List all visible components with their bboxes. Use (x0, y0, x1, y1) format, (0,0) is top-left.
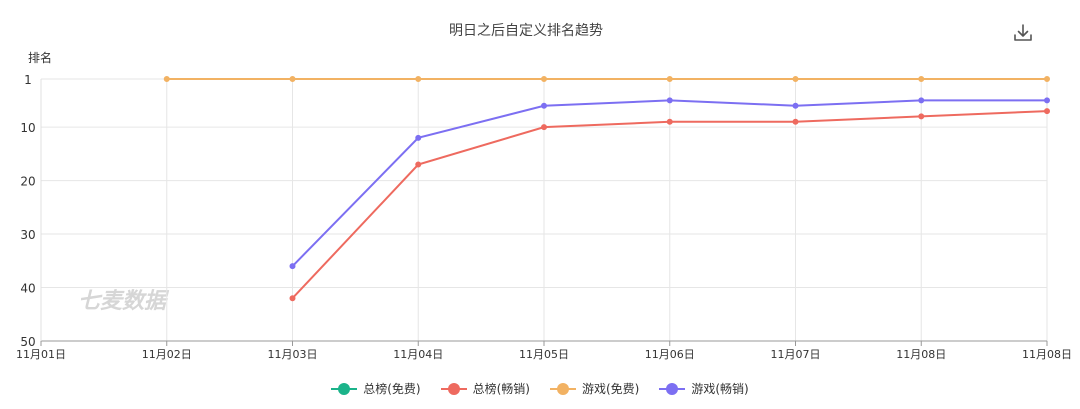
data-point[interactable] (289, 263, 296, 270)
data-point[interactable] (541, 124, 547, 131)
data-point[interactable] (792, 118, 799, 125)
data-point[interactable] (163, 76, 170, 82)
data-point[interactable] (666, 97, 673, 104)
y-tick-label: 20 (20, 175, 35, 189)
legend-item[interactable]: 总榜(畅销) (440, 380, 530, 397)
y-tick-label: 50 (20, 335, 35, 349)
legend-swatch (440, 382, 467, 396)
data-point[interactable] (415, 76, 422, 82)
x-tick-label: 11月06日 (645, 348, 695, 361)
legend-swatch (550, 382, 576, 396)
x-tick-label: 11月08日 (1022, 348, 1072, 361)
chart-title: 明日之后自定义排名趋势 (449, 23, 603, 39)
data-point[interactable] (289, 76, 296, 82)
data-point[interactable] (541, 76, 547, 82)
x-tick-label: 11月04日 (393, 348, 443, 361)
data-point[interactable] (792, 102, 799, 109)
legend-label: 总榜(畅销) (472, 382, 530, 396)
x-tick-label: 11月01日 (16, 348, 66, 361)
data-point[interactable] (792, 76, 799, 82)
data-point[interactable] (1044, 76, 1050, 82)
legend-swatch (659, 382, 686, 396)
y-tick-label: 40 (20, 282, 35, 296)
legend-swatch (331, 382, 358, 396)
legend-item[interactable]: 总榜(免费) (331, 380, 421, 397)
data-point[interactable] (918, 97, 925, 104)
y-axis-label: 排名 (28, 50, 52, 65)
legend-label: 游戏(畅销) (691, 382, 749, 396)
x-tick-label: 11月08日 (896, 348, 946, 361)
x-tick-label: 11月02日 (142, 348, 192, 361)
x-tick-label: 11月07日 (771, 348, 821, 361)
legend-label: 游戏(免费) (582, 382, 640, 396)
data-point[interactable] (1044, 108, 1050, 115)
data-point[interactable] (666, 76, 673, 82)
x-tick-label: 11月05日 (519, 348, 569, 361)
y-tick-label: 10 (20, 121, 35, 135)
data-point[interactable] (289, 295, 296, 302)
data-point[interactable] (666, 118, 673, 125)
data-point[interactable] (415, 161, 422, 168)
data-point[interactable] (918, 76, 925, 82)
download-icon[interactable] (1012, 22, 1034, 44)
watermark: 七麦数据 (78, 289, 170, 314)
y-tick-label: 1 (24, 73, 32, 87)
legend-item[interactable]: 游戏(免费) (550, 380, 639, 397)
data-point[interactable] (541, 102, 547, 109)
data-point[interactable] (415, 134, 422, 141)
legend: 总榜(免费) 总榜(畅销) 游戏(免费) 游戏(畅销) (0, 380, 1080, 397)
series-layer (163, 76, 1050, 302)
legend-item[interactable]: 游戏(畅销) (659, 380, 749, 397)
x-tick-label: 11月03日 (268, 348, 318, 361)
legend-label: 总榜(免费) (363, 382, 421, 396)
y-tick-label: 30 (20, 228, 35, 242)
data-point[interactable] (1044, 97, 1050, 104)
data-point[interactable] (918, 113, 925, 120)
